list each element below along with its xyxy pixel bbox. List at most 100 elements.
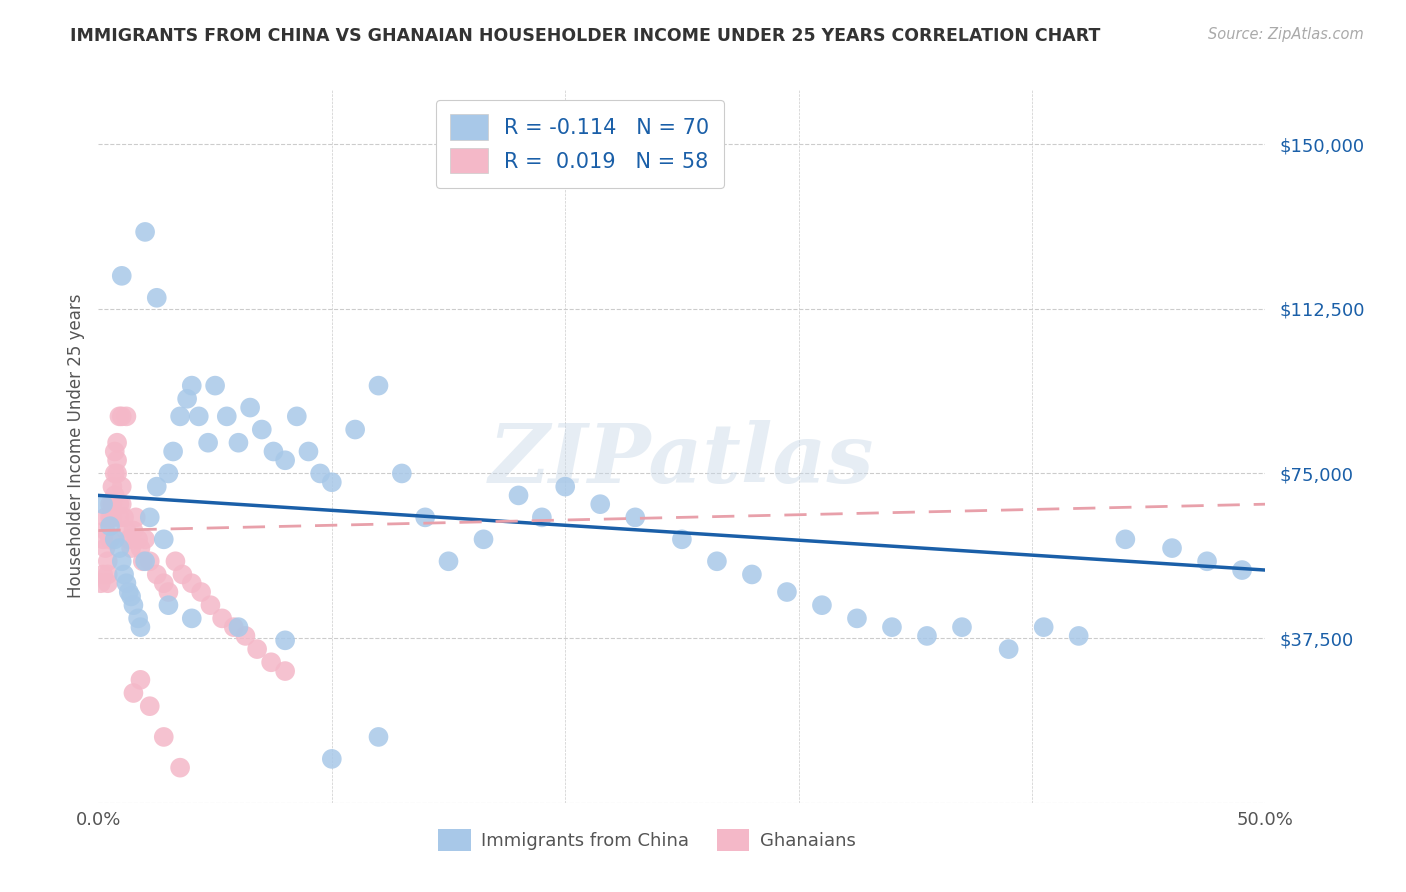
Point [91, 567, 114, 582]
Point [180, 576, 202, 591]
Point [367, 730, 389, 744]
Point [111, 268, 134, 283]
Point [297, 444, 319, 458]
Point [146, 291, 169, 305]
Point [413, 510, 436, 524]
Point [367, 378, 389, 392]
Point [98, 519, 121, 533]
Point [105, 467, 128, 481]
Point [228, 435, 250, 450]
Point [125, 510, 148, 524]
Point [235, 629, 257, 643]
Point [180, 611, 202, 625]
Point [134, 225, 156, 239]
Point [91, 533, 114, 547]
Point [246, 642, 269, 657]
Point [169, 409, 191, 424]
Point [706, 554, 728, 568]
Point [1195, 554, 1218, 568]
Y-axis label: Householder Income Under 25 years: Householder Income Under 25 years [66, 293, 84, 599]
Point [97, 554, 120, 568]
Point [122, 524, 145, 538]
Point [589, 497, 612, 511]
Point [98, 533, 121, 547]
Point [108, 409, 131, 424]
Point [880, 620, 903, 634]
Point [157, 585, 180, 599]
Point [127, 533, 149, 547]
Point [120, 541, 142, 555]
Point [172, 567, 194, 582]
Point [146, 480, 169, 494]
Point [122, 598, 145, 612]
Point [285, 409, 308, 424]
Point [997, 642, 1019, 657]
Point [437, 554, 460, 568]
Point [132, 554, 155, 568]
Point [162, 444, 184, 458]
Point [274, 453, 297, 467]
Point [197, 435, 219, 450]
Point [321, 475, 343, 490]
Point [101, 497, 124, 511]
Point [129, 620, 152, 634]
Legend: Immigrants from China, Ghanaians: Immigrants from China, Ghanaians [430, 822, 863, 858]
Point [146, 567, 169, 582]
Point [98, 510, 121, 524]
Point [115, 524, 138, 538]
Point [950, 620, 973, 634]
Point [228, 620, 250, 634]
Point [108, 497, 131, 511]
Point [111, 409, 134, 424]
Point [157, 598, 180, 612]
Point [120, 590, 142, 604]
Point [134, 554, 156, 568]
Text: Source: ZipAtlas.com: Source: ZipAtlas.com [1208, 27, 1364, 42]
Point [104, 533, 127, 547]
Point [129, 673, 152, 687]
Point [94, 510, 117, 524]
Point [165, 554, 187, 568]
Point [101, 510, 124, 524]
Point [262, 444, 284, 458]
Point [94, 541, 117, 555]
Point [122, 686, 145, 700]
Point [190, 585, 212, 599]
Point [134, 533, 156, 547]
Point [1067, 629, 1090, 643]
Point [152, 730, 174, 744]
Point [1032, 620, 1054, 634]
Point [200, 598, 222, 612]
Point [118, 533, 141, 547]
Point [309, 467, 332, 481]
Point [915, 629, 938, 643]
Point [211, 611, 233, 625]
Point [115, 576, 138, 591]
Point [274, 633, 297, 648]
Point [112, 567, 135, 582]
Point [508, 488, 530, 502]
Point [1114, 533, 1136, 547]
Point [118, 585, 141, 599]
Point [391, 467, 413, 481]
Point [94, 524, 117, 538]
Point [104, 444, 127, 458]
Point [624, 510, 647, 524]
Point [176, 392, 198, 406]
Point [101, 480, 124, 494]
Point [129, 541, 152, 555]
Point [98, 497, 121, 511]
Point [104, 488, 127, 502]
Point [104, 467, 127, 481]
Point [111, 554, 134, 568]
Point [215, 409, 238, 424]
Point [671, 533, 693, 547]
Point [111, 497, 134, 511]
Text: ZIPatlas: ZIPatlas [489, 420, 875, 500]
Point [344, 423, 367, 437]
Point [250, 423, 273, 437]
Point [274, 664, 297, 678]
Point [111, 480, 134, 494]
Point [139, 699, 162, 714]
Point [108, 541, 131, 555]
